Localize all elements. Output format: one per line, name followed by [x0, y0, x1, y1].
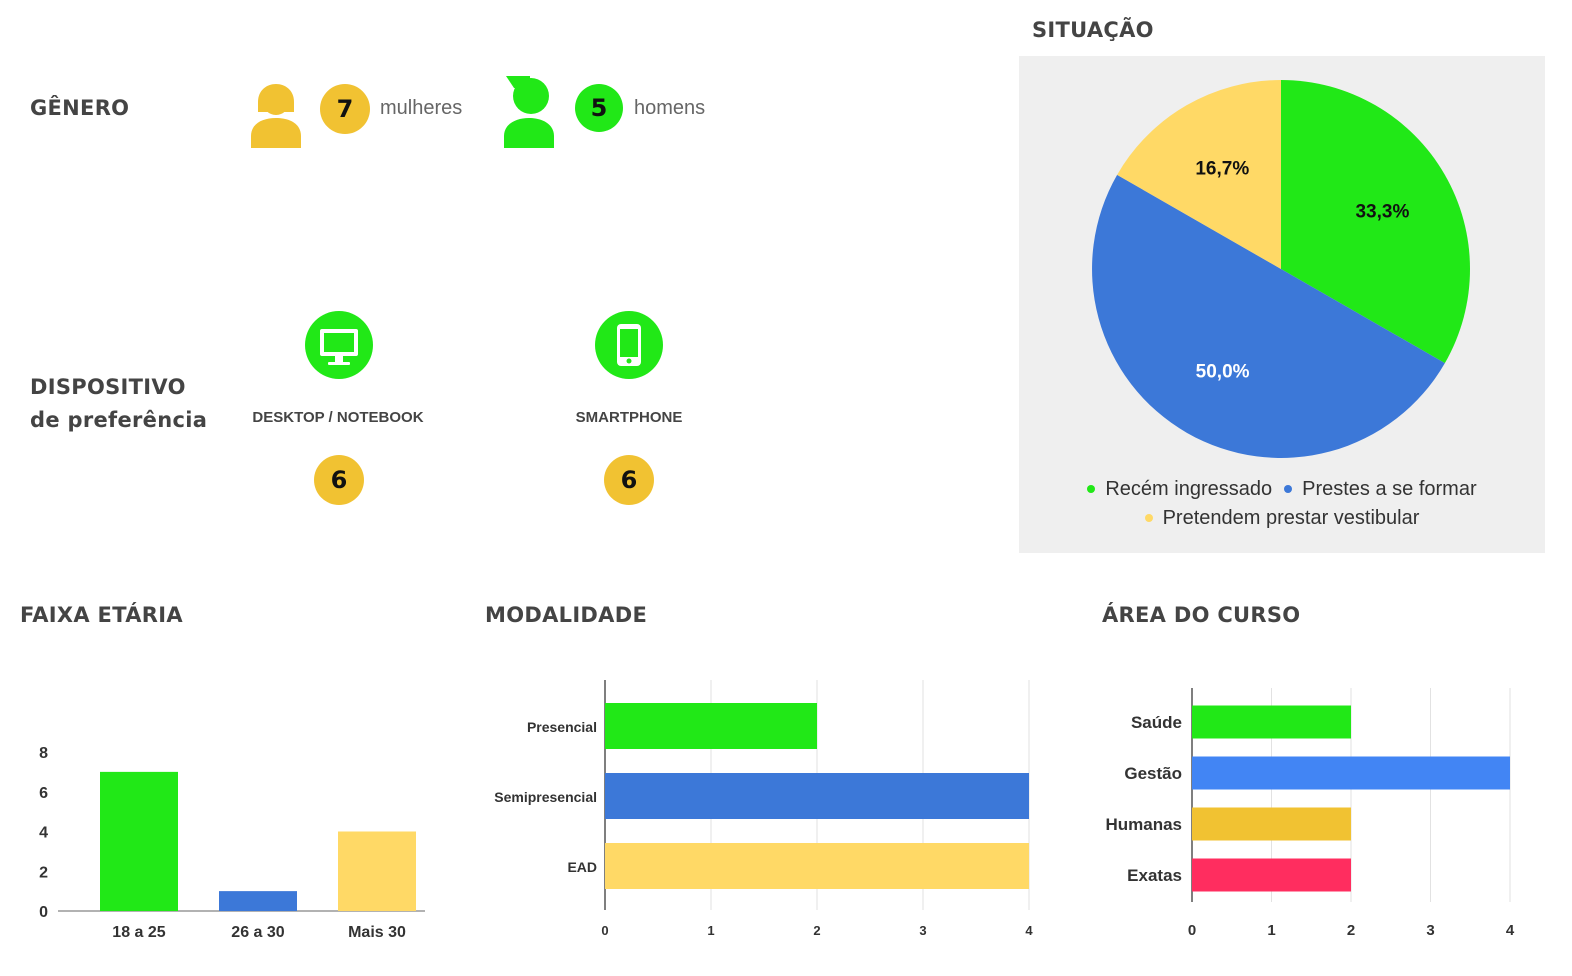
y-category-label: Semipresencial	[494, 789, 597, 805]
desktop-count-badge: 6	[314, 455, 364, 505]
bar	[1192, 807, 1351, 841]
faixa-etaria-title: FAIXA ETÁRIA	[20, 603, 183, 627]
pie-slice	[1092, 174, 1445, 458]
pie-slice-label: 33,3%	[1355, 201, 1409, 222]
mulheres-label: mulheres	[380, 97, 463, 119]
smartphone-count-badge: 6	[604, 455, 654, 505]
pie-slice-label: 50,0%	[1196, 362, 1250, 383]
pie-legend-row-1: Recém ingressado Prestes a se formar	[1019, 476, 1545, 501]
x-tick-label: 26 a 30	[231, 924, 284, 941]
y-tick-label: 8	[39, 745, 48, 762]
area-curso-chart: 0 1 2 3 4 Saúde Gestão Humanas Exatas	[1105, 688, 1515, 939]
pie-slice	[1281, 80, 1470, 364]
pie-legend-row-2: Pretendem prestar vestibular	[1019, 505, 1545, 530]
bar	[1192, 705, 1351, 739]
x-tick-label: 2	[813, 923, 820, 938]
bar	[100, 771, 178, 911]
homens-count-badge: 5	[575, 84, 623, 132]
y-category-label: Exatas	[1127, 866, 1182, 885]
y-category-label: Humanas	[1105, 815, 1182, 834]
y-category-label: EAD	[567, 859, 597, 875]
y-tick-label: 6	[39, 785, 48, 802]
legend-label-recem: Recém ingressado	[1105, 477, 1273, 500]
modalidade-title: MODALIDADE	[485, 603, 648, 627]
y-category-label: Gestão	[1124, 764, 1182, 783]
situacao-title: SITUAÇÃO	[1032, 18, 1154, 42]
pie-slice-label: 16,7%	[1195, 159, 1249, 180]
faixa-etaria-chart: 0 2 4 6 8 18 a 25 26 a 30 Mais 30	[39, 745, 425, 941]
modalidade-chart: 0 1 2 3 4 Presencial Semipresencial EAD	[494, 680, 1033, 938]
situacao-pie-chart: 33,3% 50,0% 16,7%	[1092, 80, 1470, 458]
legend-dot-pretendem	[1144, 514, 1153, 522]
y-tick-label: 2	[39, 864, 48, 881]
legend-dot-recem	[1087, 485, 1096, 493]
x-tick-label: 2	[1347, 922, 1355, 939]
y-category-label: Presencial	[527, 719, 597, 735]
genero-title: GÊNERO	[30, 96, 130, 120]
x-tick-label: 0	[601, 923, 608, 938]
smartphone-icon	[595, 311, 663, 379]
x-tick-label: 4	[1025, 923, 1033, 938]
legend-label-pretendem: Pretendem prestar vestibular	[1162, 506, 1420, 529]
x-tick-label: 0	[1188, 922, 1196, 939]
smartphone-label: SMARTPHONE	[575, 409, 683, 426]
monitor-icon	[305, 311, 373, 379]
legend-item-recem: Recém ingressado	[1087, 478, 1272, 501]
man-icon	[504, 76, 554, 148]
dispositivo-title-line2: de preferência	[30, 408, 208, 432]
x-tick-label: Mais 30	[348, 924, 406, 941]
bar	[219, 891, 297, 911]
y-tick-label: 0	[39, 904, 48, 921]
x-tick-label: 18 a 25	[112, 924, 165, 941]
desktop-label: DESKTOP / NOTEBOOK	[252, 409, 424, 426]
legend-item-prestes: Prestes a se formar	[1284, 478, 1477, 501]
mulheres-count-badge: 7	[320, 84, 370, 134]
pie-slice	[1117, 80, 1281, 269]
woman-icon	[251, 84, 301, 148]
x-tick-label: 1	[707, 923, 714, 938]
homens-label: homens	[634, 97, 706, 119]
x-tick-label: 3	[1426, 922, 1434, 939]
x-tick-label: 4	[1506, 922, 1515, 939]
y-tick-label: 4	[39, 825, 48, 842]
legend-label-prestes: Prestes a se formar	[1302, 477, 1477, 500]
bar	[1192, 858, 1351, 892]
bar	[605, 703, 817, 749]
bar	[605, 773, 1029, 819]
dispositivo-title-line1: DISPOSITIVO	[30, 375, 186, 399]
x-tick-label: 1	[1267, 922, 1275, 939]
bar	[605, 843, 1029, 889]
area-curso-title: ÁREA DO CURSO	[1102, 603, 1301, 627]
legend-item-pretendem: Pretendem prestar vestibular	[1144, 506, 1420, 530]
legend-dot-prestes	[1284, 485, 1293, 493]
bar	[338, 831, 416, 911]
y-category-label: Saúde	[1131, 713, 1182, 732]
situacao-pie-panel: 33,3% 50,0% 16,7% Recém ingressado Prestes …	[1019, 56, 1545, 553]
bar	[1192, 756, 1510, 790]
x-tick-label: 3	[919, 923, 926, 938]
